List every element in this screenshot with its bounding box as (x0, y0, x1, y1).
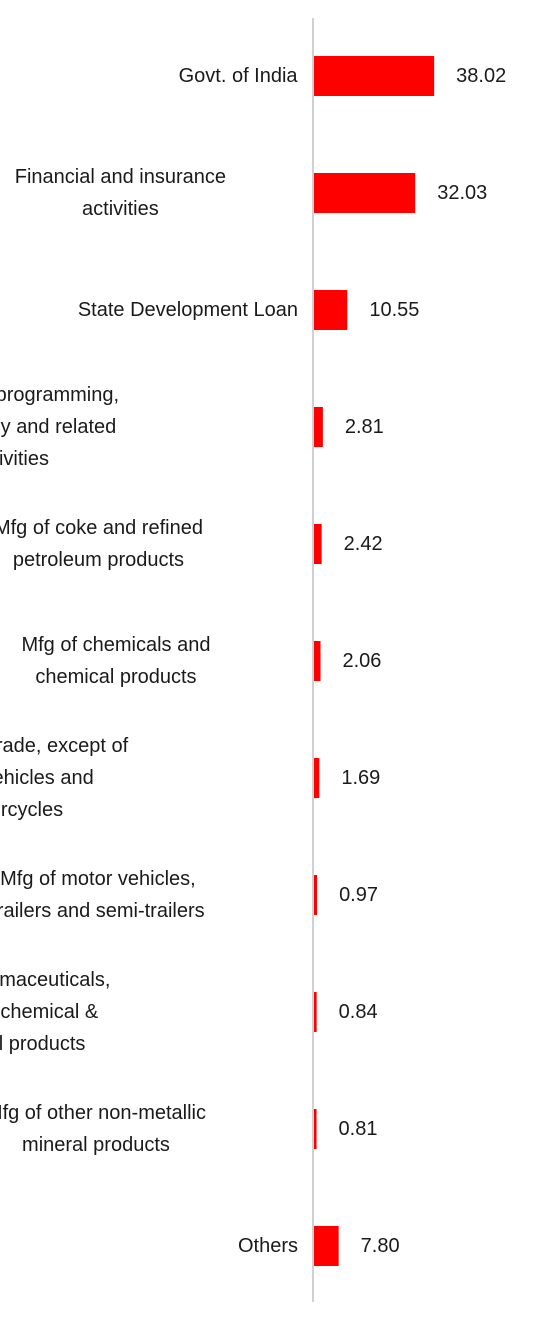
category-label-line: petroleum products (13, 549, 184, 571)
value-label-7: 1.69 (341, 767, 380, 789)
category-label-line: Govt. of India (179, 65, 299, 87)
category-label-line: Mfg of chemicals and (21, 634, 210, 656)
category-label-line: motor vehicles and (0, 767, 94, 789)
value-label-1: 38.02 (456, 65, 506, 87)
bar-6 (314, 641, 321, 681)
category-label-6: Mfg of chemicals and chemical products (21, 634, 210, 688)
category-label-11: Others (238, 1235, 298, 1257)
category-label-line: Mfg of motor vehicles, (0, 868, 196, 890)
category-label-line: activities (0, 448, 49, 470)
value-label-10: 0.81 (339, 1118, 378, 1140)
bars-layer (314, 56, 435, 1266)
category-label-line: mineral products (22, 1134, 170, 1156)
category-label-line: Mfg of other non-metallic (0, 1102, 206, 1124)
value-label-11: 7.80 (361, 1235, 400, 1257)
category-label-10: Mfg of other non-metallic mineral product… (0, 1102, 206, 1156)
category-label-line: Wholesale trade, except of (0, 735, 129, 757)
category-label-line: motorcycles (0, 799, 63, 821)
category-label-2: Financial and insurance activities (15, 166, 226, 220)
category-label-line: Mfg of pharmaceuticals, (0, 969, 110, 991)
bar-4 (314, 407, 323, 447)
category-label-line: botanical products (0, 1033, 85, 1055)
bar-7 (314, 758, 320, 798)
category-label-line: Mfg of coke and refined (0, 517, 203, 539)
category-label-line: consultancy and related (0, 416, 116, 438)
category-label-line: Financial and insurance (15, 166, 226, 188)
category-label-line: Computer programming, (0, 384, 119, 406)
category-label-line: trailers and semi-trailers (0, 900, 205, 922)
value-label-9: 0.84 (339, 1001, 378, 1023)
value-label-8: 0.97 (339, 884, 378, 906)
bar-9 (314, 992, 317, 1032)
category-label-8: Mfg of motor vehicles, trailers and semi-… (0, 868, 205, 922)
category-label-7: Wholesale trade, except of motor vehicles… (0, 735, 129, 821)
bar-3 (314, 290, 348, 330)
value-label-6: 2.06 (343, 650, 382, 672)
bar-5 (314, 524, 322, 564)
category-label-4: Computer programming, consultancy and rel… (0, 384, 119, 470)
value-label-5: 2.42 (344, 533, 383, 555)
category-label-1: Govt. of India (179, 65, 299, 87)
category-label-line: medicinal chemical & (0, 1001, 99, 1023)
category-labels-layer: Govt. of India Financial and insurance act… (0, 65, 298, 1257)
bar-11 (314, 1226, 339, 1266)
category-label-9: Mfg of pharmaceuticals, medicinal chemica… (0, 969, 110, 1055)
category-label-5: Mfg of coke and refined petroleum product… (0, 517, 203, 571)
category-label-line: chemical products (35, 666, 196, 688)
value-label-4: 2.81 (345, 416, 384, 438)
bar-8 (314, 875, 318, 915)
category-label-line: activities (82, 198, 159, 220)
bar-10 (314, 1109, 317, 1149)
bar-2 (314, 173, 416, 213)
category-label-line: State Development Loan (78, 299, 298, 321)
value-label-3: 10.55 (369, 299, 419, 321)
bar-1 (314, 56, 435, 96)
value-labels-layer: 38.02 32.03 10.55 2.81 2.42 2.06 1.69 0.97 0.84 0… (339, 65, 507, 1257)
value-label-2: 32.03 (437, 182, 487, 204)
category-label-line: Others (238, 1235, 298, 1257)
category-label-3: State Development Loan (78, 299, 298, 321)
